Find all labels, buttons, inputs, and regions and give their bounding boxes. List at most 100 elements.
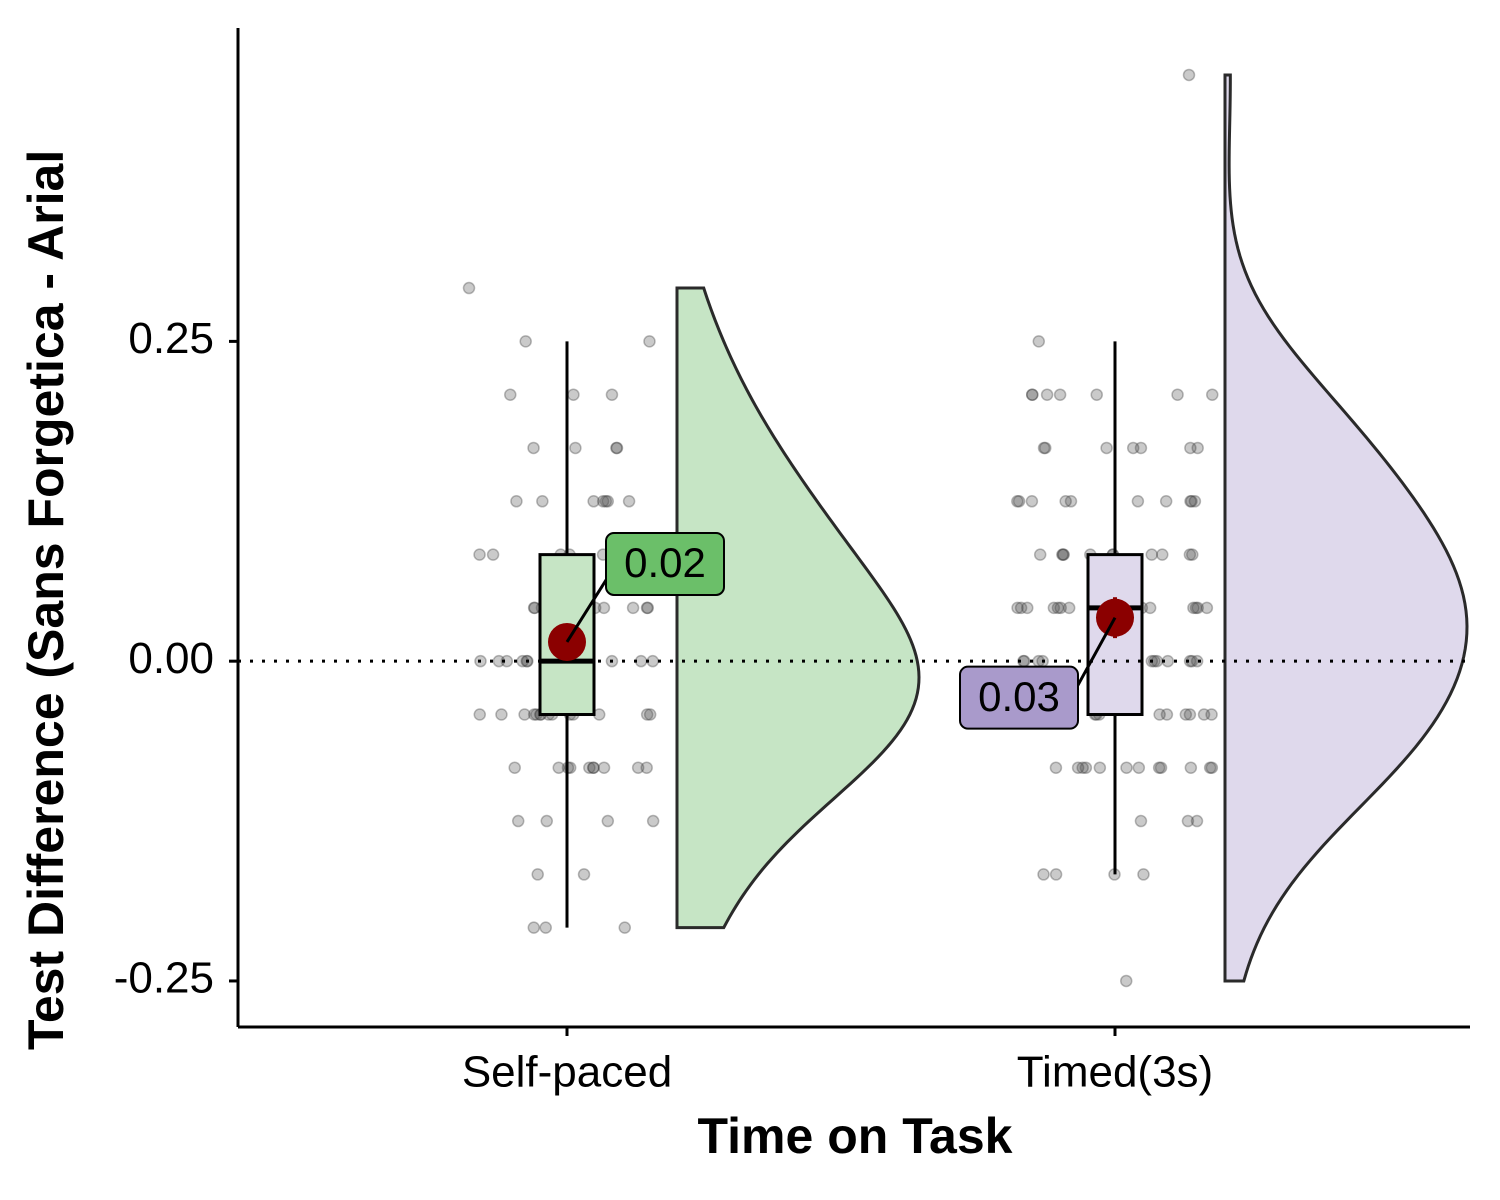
- data-point: [1200, 601, 1214, 615]
- data-point: [1090, 388, 1103, 401]
- data-point: [640, 761, 653, 774]
- data-point: [1025, 388, 1039, 401]
- data-point: [1145, 548, 1159, 561]
- y-axis-label: Test Difference (Sans Forgetica - Arial: [18, 150, 74, 1050]
- data-point: [504, 388, 517, 401]
- data-point: [473, 548, 486, 561]
- data-point: [539, 921, 552, 934]
- data-point: [1014, 601, 1028, 615]
- data-point: [552, 761, 565, 774]
- data-point: [1197, 708, 1211, 721]
- data-point: [1190, 814, 1204, 828]
- data-point: [1047, 601, 1061, 615]
- data-point: [1076, 761, 1089, 774]
- data-point: [1143, 601, 1157, 615]
- data-point: [599, 495, 613, 508]
- data-point: [486, 548, 500, 561]
- data-point: [1032, 335, 1046, 348]
- data-point: [527, 708, 541, 721]
- data-point: [1186, 548, 1199, 561]
- data-point: [1189, 601, 1203, 615]
- data-point: [1134, 814, 1148, 828]
- mean-label: 0.02: [624, 539, 706, 586]
- data-point: [626, 601, 640, 615]
- data-point: [1126, 441, 1140, 455]
- mean-label-box: [959, 665, 1079, 730]
- label-connector: [1074, 616, 1117, 690]
- data-point: [1026, 388, 1039, 401]
- data-point: [610, 441, 623, 455]
- data-point: [1119, 974, 1133, 988]
- y-tick-label: 0.00: [128, 634, 214, 683]
- data-point: [1153, 708, 1166, 721]
- density-cloud: [675, 286, 921, 930]
- data-point: [536, 495, 549, 508]
- data-point: [1156, 548, 1169, 561]
- data-point: [610, 441, 624, 455]
- data-point: [462, 281, 476, 295]
- data-point: [587, 495, 600, 508]
- label-connector: [565, 576, 610, 643]
- data-point: [531, 868, 544, 881]
- data-point: [605, 388, 619, 401]
- data-point: [1184, 495, 1197, 508]
- data-point: [1206, 388, 1219, 401]
- data-point: [1184, 441, 1197, 455]
- data-point: [1053, 388, 1067, 401]
- data-point: [1205, 761, 1219, 774]
- data-point: [1187, 601, 1200, 615]
- data-point: [587, 761, 600, 774]
- data-point: [527, 441, 540, 455]
- data-point: [1183, 654, 1197, 668]
- data-point: [640, 601, 654, 615]
- data-point: [1064, 495, 1078, 508]
- data-point: [1184, 761, 1198, 774]
- data-point: [1191, 441, 1204, 455]
- data-point: [508, 761, 521, 774]
- data-point: [596, 495, 610, 508]
- data-point: [1093, 761, 1107, 774]
- data-point: [601, 495, 614, 508]
- data-point: [495, 708, 508, 721]
- data-point: [1159, 495, 1173, 508]
- x-tick-label: Timed(3s): [1017, 1048, 1213, 1097]
- data-point: [1037, 441, 1051, 455]
- x-axis-label: Time on Task: [698, 1108, 1013, 1164]
- data-point: [1011, 601, 1024, 615]
- data-point: [597, 601, 611, 615]
- data-point: [1033, 548, 1047, 561]
- data-point: [1056, 548, 1069, 561]
- data-point: [583, 761, 596, 774]
- data-point: [643, 708, 657, 721]
- data-point: [634, 654, 648, 668]
- data-point: [1190, 654, 1204, 668]
- data-point: [1071, 761, 1085, 774]
- data-point: [1049, 761, 1063, 774]
- data-point: [473, 708, 487, 721]
- data-point: [1183, 548, 1197, 561]
- data-point: [1154, 761, 1168, 774]
- data-point: [1057, 548, 1070, 561]
- data-point: [618, 921, 632, 934]
- data-point: [519, 335, 532, 348]
- data-point: [527, 601, 541, 615]
- data-point: [500, 654, 514, 668]
- data-point: [1039, 441, 1052, 455]
- data-point: [1011, 495, 1024, 508]
- data-point: [1025, 495, 1039, 508]
- data-point: [1120, 761, 1133, 774]
- data-point: [1056, 548, 1070, 561]
- data-point: [1040, 388, 1054, 401]
- data-point: [1132, 761, 1146, 774]
- x-tick-label: Self-paced: [462, 1048, 672, 1097]
- data-point: [1137, 868, 1150, 881]
- data-point: [1185, 495, 1198, 508]
- data-point: [587, 761, 600, 774]
- data-point: [631, 761, 645, 774]
- data-point: [1203, 761, 1217, 774]
- data-point: [569, 441, 582, 455]
- data-point: [1021, 601, 1034, 615]
- data-point: [641, 601, 655, 615]
- data-point: [1054, 601, 1067, 615]
